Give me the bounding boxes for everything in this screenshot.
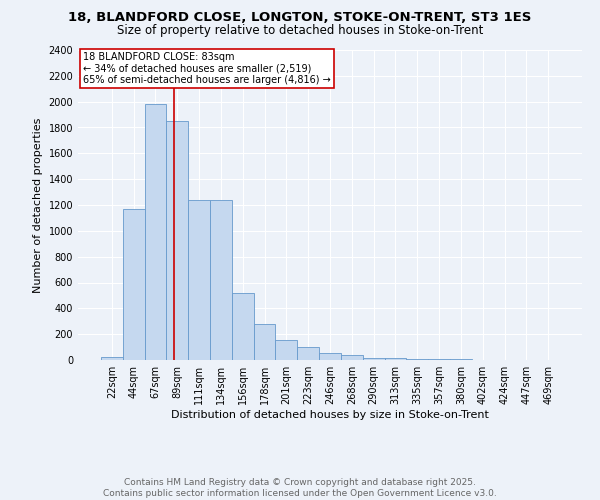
- Bar: [145, 104, 166, 360]
- Bar: [188, 200, 210, 360]
- Text: Size of property relative to detached houses in Stoke-on-Trent: Size of property relative to detached ho…: [117, 24, 483, 37]
- Bar: [123, 209, 145, 360]
- Bar: [319, 353, 341, 360]
- Bar: [275, 340, 297, 360]
- Bar: [341, 356, 363, 360]
- Bar: [385, 358, 406, 360]
- Text: 18 BLANDFORD CLOSE: 83sqm
← 34% of detached houses are smaller (2,519)
65% of se: 18 BLANDFORD CLOSE: 83sqm ← 34% of detac…: [83, 52, 331, 84]
- Bar: [406, 359, 428, 360]
- Bar: [101, 357, 123, 360]
- Text: Contains HM Land Registry data © Crown copyright and database right 2025.
Contai: Contains HM Land Registry data © Crown c…: [103, 478, 497, 498]
- Bar: [210, 200, 232, 360]
- Bar: [232, 293, 254, 360]
- Bar: [297, 347, 319, 360]
- Bar: [166, 121, 188, 360]
- X-axis label: Distribution of detached houses by size in Stoke-on-Trent: Distribution of detached houses by size …: [171, 410, 489, 420]
- Y-axis label: Number of detached properties: Number of detached properties: [33, 118, 43, 292]
- Text: 18, BLANDFORD CLOSE, LONGTON, STOKE-ON-TRENT, ST3 1ES: 18, BLANDFORD CLOSE, LONGTON, STOKE-ON-T…: [68, 11, 532, 24]
- Bar: [254, 324, 275, 360]
- Bar: [363, 358, 385, 360]
